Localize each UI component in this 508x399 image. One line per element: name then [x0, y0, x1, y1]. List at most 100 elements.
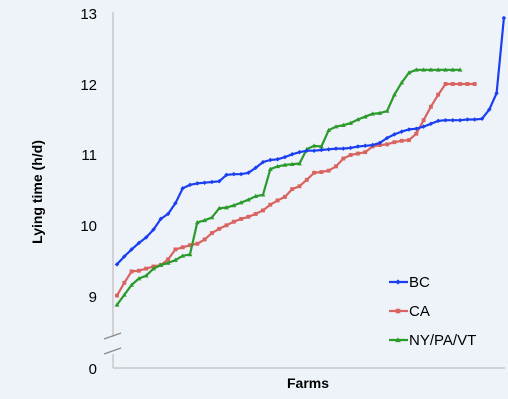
data-point-bc	[231, 171, 237, 177]
data-point-ca	[458, 82, 463, 86]
data-point-ny-pa-vt	[224, 205, 229, 210]
data-point-bc	[122, 254, 127, 259]
data-point-ny-pa-vt	[260, 192, 266, 197]
data-point-bc	[136, 240, 142, 246]
series-ny-pa-vt	[114, 67, 463, 307]
data-point-ny-pa-vt	[129, 282, 134, 287]
data-point-ny-pa-vt	[173, 257, 178, 262]
data-point-ca	[341, 156, 346, 161]
data-point-bc	[399, 129, 404, 134]
data-point-bc	[435, 118, 441, 124]
data-point-ny-pa-vt	[384, 108, 390, 113]
data-point-bc	[406, 127, 412, 132]
data-point-bc	[370, 142, 375, 148]
data-point-ny-pa-vt	[443, 67, 448, 72]
data-point-ny-pa-vt	[319, 144, 324, 149]
data-point-bc	[428, 121, 434, 127]
data-point-ca	[290, 187, 295, 192]
data-point-bc	[114, 262, 120, 267]
data-point-ca	[195, 241, 200, 246]
data-point-ca	[355, 151, 360, 156]
y-tick-label: 10	[80, 218, 97, 235]
data-point-ca	[319, 170, 324, 174]
data-point-ca	[436, 92, 441, 97]
data-point-ny-pa-vt	[216, 205, 222, 211]
data-point-bc	[443, 117, 448, 123]
data-point-bc	[341, 146, 346, 151]
data-point-ny-pa-vt	[355, 117, 361, 122]
data-point-ca	[326, 168, 331, 173]
y-tick-label: 12	[80, 77, 97, 94]
data-point-ca	[443, 82, 448, 86]
data-point-ny-pa-vt	[326, 127, 332, 132]
data-point-ny-pa-vt	[165, 260, 171, 265]
data-point-ny-pa-vt	[450, 67, 456, 72]
data-point-ny-pa-vt	[231, 203, 237, 208]
data-point-ny-pa-vt	[406, 70, 412, 75]
legend-key-ca	[389, 308, 408, 314]
data-point-ny-pa-vt	[238, 200, 244, 205]
data-point-bc	[209, 179, 215, 185]
data-point-bc	[297, 149, 302, 155]
data-point-bc	[238, 171, 244, 177]
legend-marker	[395, 337, 401, 343]
data-point-bc	[384, 135, 390, 141]
legend-marker	[395, 279, 401, 285]
data-point-ca	[399, 138, 404, 143]
data-point-bc	[282, 154, 288, 160]
data-point-bc	[355, 144, 361, 149]
data-point-bc	[421, 124, 426, 129]
axis-break-mark-upper	[103, 332, 122, 340]
data-point-ny-pa-vt	[267, 166, 273, 171]
y-tick-label: 9	[89, 289, 97, 306]
data-point-ca	[173, 247, 178, 252]
data-point-ny-pa-vt	[421, 67, 426, 72]
data-point-ca	[224, 223, 229, 228]
y-tick-label: 11	[81, 147, 97, 164]
data-point-bc	[129, 247, 134, 252]
data-point-bc	[319, 147, 324, 153]
data-point-ca	[450, 82, 455, 86]
data-point-bc	[392, 132, 397, 137]
data-point-ca	[231, 219, 236, 224]
data-point-bc	[494, 90, 499, 96]
y-axis-title: Lying time (h/d)	[29, 140, 45, 244]
data-point-ny-pa-vt	[209, 215, 215, 220]
data-point-bc	[333, 146, 339, 151]
data-point-ny-pa-vt	[202, 217, 207, 223]
data-point-ca	[239, 216, 244, 221]
data-point-bc	[289, 152, 295, 157]
data-point-ca	[268, 202, 273, 207]
data-point-bc	[158, 216, 164, 222]
legend-marker	[395, 308, 401, 314]
data-point-bc	[275, 157, 280, 162]
data-point-bc	[268, 157, 273, 163]
data-point-ny-pa-vt	[377, 110, 383, 115]
data-point-ny-pa-vt	[275, 163, 280, 169]
data-point-ny-pa-vt	[180, 253, 186, 258]
data-point-ny-pa-vt	[289, 161, 295, 167]
data-point-ca	[465, 82, 470, 86]
data-point-ny-pa-vt	[413, 67, 419, 72]
data-point-bc	[165, 211, 171, 217]
data-point-bc	[311, 148, 317, 153]
data-point-ca	[297, 184, 302, 189]
data-point-ny-pa-vt	[158, 262, 164, 267]
legend: BC CA NY/PA/VT	[389, 274, 476, 349]
data-point-bc	[202, 180, 207, 185]
data-point-ca	[209, 231, 214, 236]
data-point-bc	[326, 147, 331, 152]
data-point-bc	[479, 116, 485, 122]
data-point-ca	[312, 170, 317, 175]
data-point-ny-pa-vt	[457, 67, 463, 72]
data-point-ny-pa-vt	[114, 302, 120, 307]
data-point-ny-pa-vt	[333, 124, 339, 129]
data-point-ca	[122, 280, 127, 285]
data-point-bc	[224, 172, 229, 178]
data-point-ca	[304, 177, 309, 182]
data-point-ca	[282, 194, 287, 199]
data-point-bc	[362, 143, 368, 149]
data-point-bc	[450, 117, 456, 123]
